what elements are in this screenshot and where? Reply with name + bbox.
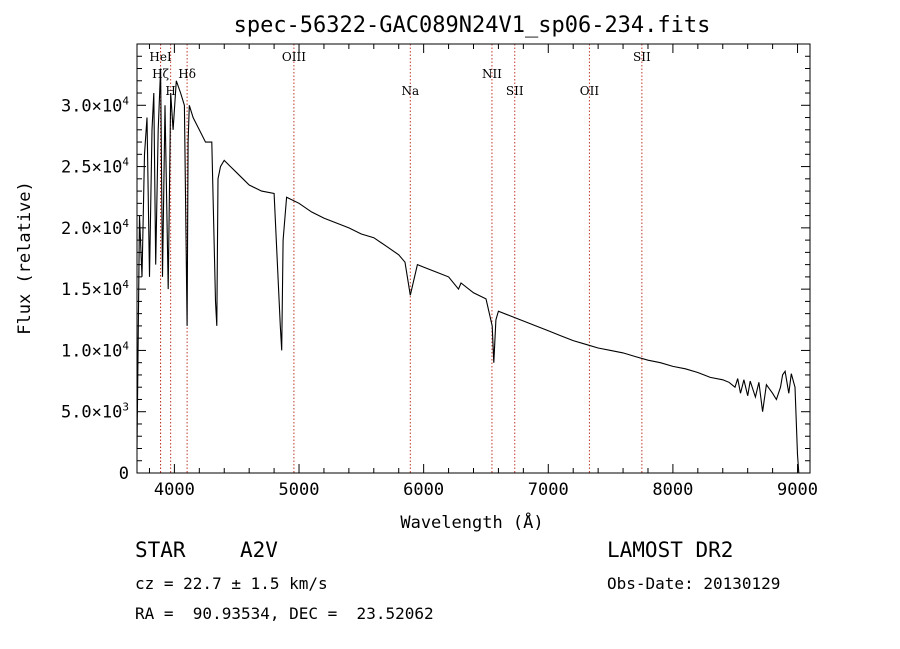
y-tick-label: 1.0×104	[61, 339, 129, 361]
emission-line-label: Na	[401, 84, 419, 98]
emission-line-label: OIII	[282, 50, 306, 64]
spectrum-line	[136, 68, 800, 474]
emission-line-label: NII	[482, 67, 502, 81]
emission-line-label: SII	[506, 84, 524, 98]
y-tick-label: 5.0×103	[61, 401, 129, 423]
x-tick-label: 8000	[652, 480, 693, 500]
x-tick-label: 7000	[528, 480, 569, 500]
y-tick-exponent: 4	[122, 339, 129, 352]
x-tick-label: 6000	[403, 480, 444, 500]
coordinates-text: RA = 90.93534, DEC = 23.52062	[135, 604, 434, 623]
emission-line-label: OII	[580, 84, 600, 98]
chart-title: spec-56322-GAC089N24V1_sp06-234.fits	[234, 13, 711, 38]
y-axis-label: Flux (relative)	[15, 181, 35, 335]
emission-line-label: HeI	[149, 50, 172, 64]
emission-line-label: Hδ	[178, 67, 196, 81]
y-tick-label: 1.5×104	[61, 278, 129, 300]
y-tick-exponent: 3	[122, 401, 129, 414]
y-tick-exponent: 4	[122, 156, 129, 169]
y-tick-label: 2.5×104	[61, 156, 129, 178]
x-tick-label: 5000	[279, 480, 320, 500]
spectral-subclass: A2V	[240, 538, 278, 562]
plot-frame	[136, 43, 811, 474]
x-axis-ticks: 4000 5000 6000 7000 8000 9000	[148, 44, 818, 500]
y-tick-label: 3.0×104	[61, 94, 129, 116]
y-tick-label: 0	[119, 464, 129, 484]
y-tick-exponent: 4	[122, 94, 129, 107]
y-tick-exponent: 4	[122, 217, 129, 230]
observation-date: Obs-Date: 20130129	[607, 574, 781, 593]
x-tick-label: 9000	[777, 480, 818, 500]
y-tick-exponent: 4	[122, 278, 129, 291]
redshift-text: cz = 22.7 ± 1.5 km/s	[135, 574, 328, 593]
object-class: STAR	[135, 538, 186, 562]
y-tick-label: 2.0×104	[61, 217, 129, 239]
x-axis-label: Wavelength (Å)	[400, 511, 543, 533]
survey-name: LAMOST DR2	[607, 538, 734, 562]
y-axis-ticks: 0 5.0×103 1.0×104 1.5×104 2.0×104 2.5×104 3.0×…	[61, 55, 810, 484]
emission-line-label: SII	[633, 50, 651, 64]
x-tick-label: 4000	[154, 480, 195, 500]
emission-line-label: H	[165, 84, 175, 98]
